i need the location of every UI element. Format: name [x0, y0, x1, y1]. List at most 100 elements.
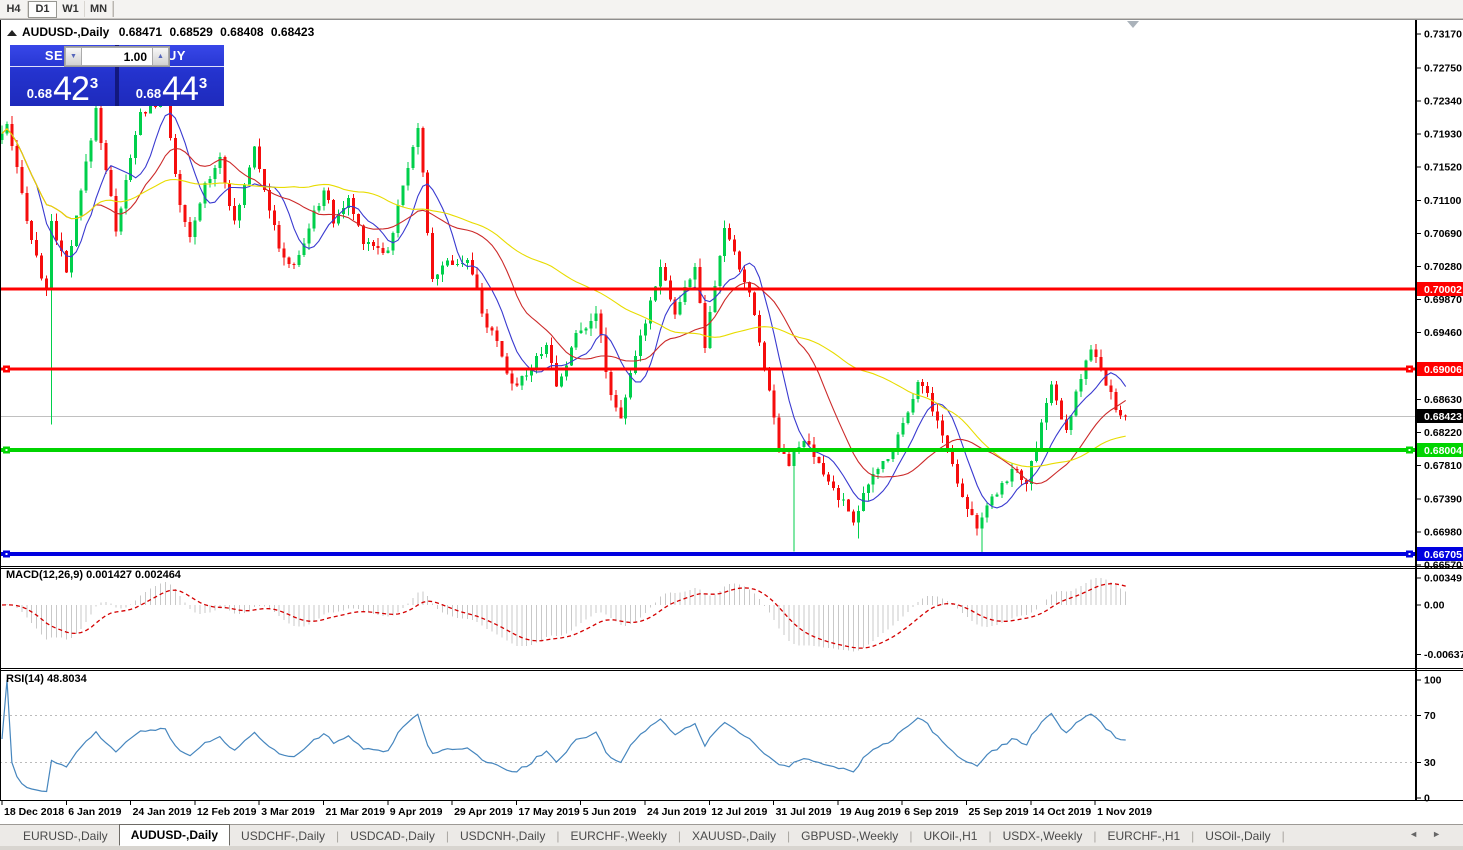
timeframe-button-h4[interactable]: H4	[0, 1, 28, 17]
svg-text:29 Apr 2019: 29 Apr 2019	[454, 806, 513, 818]
window-bottom-strip	[0, 846, 1463, 850]
tab-audusd-daily[interactable]: AUDUSD-,Daily	[118, 824, 231, 846]
timeframe-bar: H4 D1 W1 MN	[0, 0, 1463, 19]
svg-text:0.72750: 0.72750	[1424, 62, 1462, 74]
svg-text:21 Mar 2019: 21 Mar 2019	[326, 806, 386, 818]
rsi-label: RSI(14) 48.8034	[6, 673, 87, 685]
svg-text:0.67810: 0.67810	[1424, 460, 1462, 472]
tab-separator: |	[988, 829, 992, 843]
svg-text:0.66570: 0.66570	[1424, 560, 1462, 572]
svg-text:30: 30	[1424, 757, 1436, 769]
svg-text:12 Feb 2019: 12 Feb 2019	[197, 806, 257, 818]
volume-stepper: ▼ 1.00 ▲	[64, 46, 170, 67]
chart-window-border	[0, 19, 1463, 20]
svg-text:0.71100: 0.71100	[1424, 195, 1462, 207]
svg-text:0.72340: 0.72340	[1424, 95, 1462, 107]
svg-text:1 Nov 2019: 1 Nov 2019	[1097, 806, 1152, 818]
tab-usdcad-daily[interactable]: USDCAD-,Daily	[350, 829, 435, 843]
svg-text:0.68630: 0.68630	[1424, 394, 1462, 406]
volume-input[interactable]: 1.00	[82, 47, 152, 66]
svg-text:6 Jan 2019: 6 Jan 2019	[68, 806, 121, 818]
tab-ukoil-h1[interactable]: UKOil-,H1	[923, 829, 978, 843]
svg-text:17 May 2019: 17 May 2019	[518, 806, 579, 818]
symbol-tab-bar: EURUSD-,Daily AUDUSD-,Daily USDCHF-,Daily |…	[0, 824, 1463, 846]
date-axis[interactable]: 18 Dec 2018 6 Jan 2019 24 Jan 2019 12 Feb 2…	[1, 801, 1152, 818]
sell-price-prefix: 0.68	[26, 86, 53, 101]
svg-text:0.69006: 0.69006	[1424, 364, 1462, 376]
level-lines[interactable]	[0, 287, 1416, 558]
tab-usdcnh-daily[interactable]: USDCNH-,Daily	[459, 829, 546, 843]
svg-text:24 Jan 2019: 24 Jan 2019	[133, 806, 192, 818]
svg-text:0.66980: 0.66980	[1424, 527, 1462, 539]
tab-separator: |	[445, 829, 449, 843]
svg-text:14 Oct 2019: 14 Oct 2019	[1033, 806, 1092, 818]
svg-text:19 Aug 2019: 19 Aug 2019	[840, 806, 901, 818]
macd-pane	[1, 578, 1127, 652]
svg-text:0.66705: 0.66705	[1424, 549, 1462, 561]
tab-separator: |	[1093, 829, 1097, 843]
svg-text:0.70002: 0.70002	[1424, 284, 1462, 296]
tab-separator: |	[909, 829, 913, 843]
timeframe-button-mn[interactable]: MN	[85, 1, 113, 17]
tab-eurusd-daily[interactable]: EURUSD-,Daily	[23, 829, 108, 843]
svg-text:0.69460: 0.69460	[1424, 327, 1462, 339]
svg-text:0.00349: 0.00349	[1424, 573, 1462, 585]
tab-scroll-arrows[interactable]: ◄►	[1409, 829, 1455, 839]
svg-text:0: 0	[1424, 793, 1430, 805]
svg-text:0.73170: 0.73170	[1424, 29, 1462, 41]
tab-usdx-weekly[interactable]: USDX-,Weekly	[1002, 829, 1083, 843]
price-chart[interactable]: 0.73170 0.72750 0.72340 0.71930 0.71520 0.711…	[0, 0, 1463, 824]
svg-text:0.71930: 0.71930	[1424, 128, 1462, 140]
tab-separator: |	[336, 829, 340, 843]
ohlc-high: 0.68529	[169, 25, 213, 39]
timeframe-button-d1[interactable]: D1	[28, 0, 57, 18]
rsi-pane	[0, 679, 1416, 793]
svg-text:0.68423: 0.68423	[1424, 411, 1462, 423]
tab-separator: |	[1191, 829, 1195, 843]
svg-text:24 Jun 2019: 24 Jun 2019	[647, 806, 707, 818]
svg-text:100: 100	[1424, 675, 1442, 687]
sell-price-main: 42	[53, 70, 90, 108]
pane-borders	[0, 20, 1463, 801]
buy-price-prefix: 0.68	[135, 86, 162, 101]
buy-price[interactable]: 0.68 44 3	[119, 67, 224, 107]
tab-separator: |	[787, 829, 791, 843]
sell-button[interactable]: SELL 0.68 42 3	[10, 45, 115, 106]
chart-symbol: AUDUSD-,Daily	[22, 25, 110, 39]
svg-text:0.70280: 0.70280	[1424, 261, 1462, 273]
buy-price-main: 44	[162, 70, 199, 108]
svg-text:0.68004: 0.68004	[1424, 445, 1462, 457]
ohlc-open: 0.68471	[118, 25, 163, 39]
tab-eurchf-h1[interactable]: EURCHF-,H1	[1107, 829, 1181, 843]
volume-increase-icon[interactable]: ▲	[152, 47, 169, 66]
trade-panel-collapse-icon[interactable]	[7, 30, 17, 36]
svg-text:9 Apr 2019: 9 Apr 2019	[390, 806, 443, 818]
svg-text:0.67390: 0.67390	[1424, 494, 1462, 506]
buy-price-pip: 3	[198, 75, 208, 92]
svg-text:0.68220: 0.68220	[1424, 427, 1462, 439]
volume-decrease-icon[interactable]: ▼	[65, 47, 82, 66]
svg-text:70: 70	[1424, 710, 1436, 722]
timeframe-button-w1[interactable]: W1	[57, 1, 85, 17]
sell-price[interactable]: 0.68 42 3	[10, 67, 115, 107]
price-axis[interactable]: 0.73170 0.72750 0.72340 0.71930 0.71520 0.711…	[1417, 29, 1463, 805]
svg-text:0.70690: 0.70690	[1424, 228, 1462, 240]
svg-text:0.69870: 0.69870	[1424, 294, 1462, 306]
tab-usoil-daily[interactable]: USOil-,Daily	[1205, 829, 1271, 843]
tab-separator: |	[677, 829, 682, 843]
svg-text:25 Sep 2019: 25 Sep 2019	[969, 806, 1029, 818]
ohlc-low: 0.68408	[220, 25, 264, 39]
tab-eurchf-weekly[interactable]: EURCHF-,Weekly	[570, 829, 667, 843]
svg-text:3 Mar 2019: 3 Mar 2019	[261, 806, 315, 818]
svg-text:6 Sep 2019: 6 Sep 2019	[904, 806, 958, 818]
tab-xauusd-daily[interactable]: XAUUSD-,Daily	[692, 829, 777, 843]
svg-text:0.71520: 0.71520	[1424, 161, 1462, 173]
svg-text:12 Jul 2019: 12 Jul 2019	[711, 806, 767, 818]
sell-price-pip: 3	[89, 75, 99, 92]
tab-gbpusd-weekly[interactable]: GBPUSD-,Weekly	[801, 829, 899, 843]
svg-text:0.00: 0.00	[1424, 600, 1445, 612]
one-click-trade-panel: SELL 0.68 42 3 BUY 0.68 44 3 ▼ 1.00 ▲	[10, 45, 224, 106]
tab-separator: |	[1281, 829, 1285, 843]
tab-usdchf-daily[interactable]: USDCHF-,Daily	[241, 829, 326, 843]
